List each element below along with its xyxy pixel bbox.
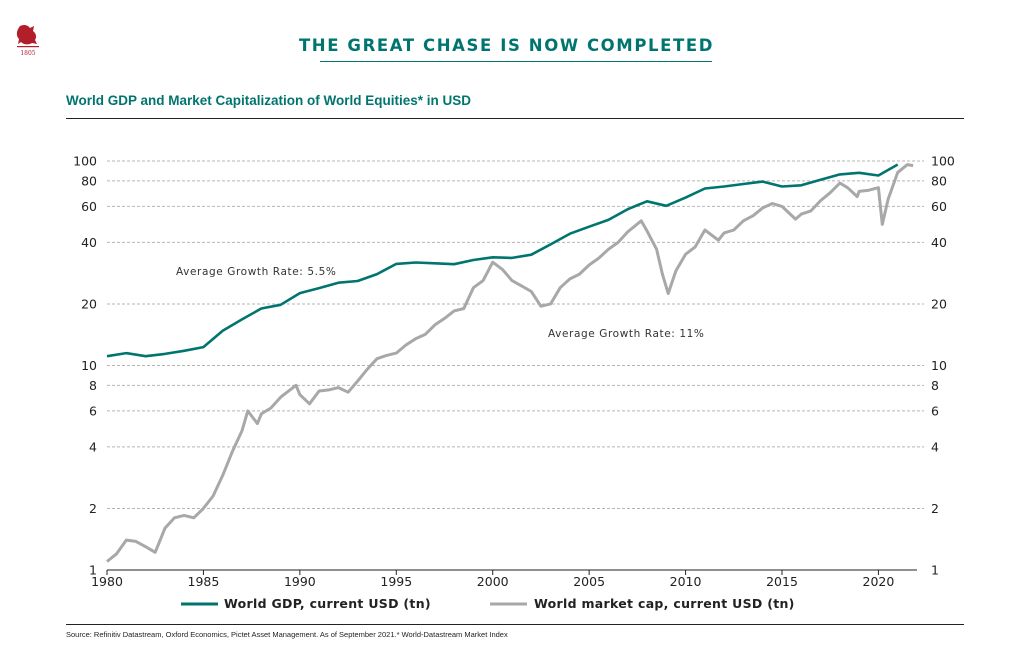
legend-label-market-cap: World market cap, current USD (tn) bbox=[534, 596, 795, 611]
y-axis-right: 1 2 4 6 8 10 20 40 60 80 100 bbox=[931, 154, 955, 578]
y-tick-right: 2 bbox=[931, 501, 939, 516]
y-tick-right: 20 bbox=[931, 296, 947, 311]
bottom-divider bbox=[66, 624, 964, 625]
y-tick-right: 6 bbox=[931, 403, 939, 418]
y-tick-left: 20 bbox=[81, 296, 97, 311]
y-tick-right: 8 bbox=[931, 378, 939, 393]
y-tick-left: 100 bbox=[73, 154, 97, 169]
x-tick-label: 1985 bbox=[188, 574, 220, 589]
y-tick-left: 80 bbox=[81, 173, 97, 188]
x-tick-label: 2005 bbox=[573, 574, 605, 589]
x-tick-label: 2000 bbox=[477, 574, 509, 589]
y-tick-left: 4 bbox=[89, 439, 97, 454]
y-tick-right: 10 bbox=[931, 358, 947, 373]
y-tick-left: 10 bbox=[81, 358, 97, 373]
x-tick-label: 1995 bbox=[380, 574, 412, 589]
pictet-logo: 1805 bbox=[14, 22, 42, 58]
y-tick-right: 80 bbox=[931, 173, 947, 188]
headline-underline bbox=[320, 61, 712, 62]
x-tick-label: 2015 bbox=[766, 574, 798, 589]
annotation-gdp-growth: Average Growth Rate: 5.5% bbox=[176, 266, 336, 278]
y-tick-left: 60 bbox=[81, 199, 97, 214]
y-tick-right: 100 bbox=[931, 154, 955, 169]
y-tick-right: 1 bbox=[931, 563, 939, 578]
x-tick-label: 2020 bbox=[863, 574, 895, 589]
y-tick-left: 6 bbox=[89, 403, 97, 418]
series-line-gdp bbox=[106, 163, 899, 358]
y-tick-left: 1 bbox=[89, 563, 97, 578]
y-tick-right: 40 bbox=[931, 235, 947, 250]
annotation-mcap-growth: Average Growth Rate: 11% bbox=[548, 328, 705, 340]
y-tick-left: 2 bbox=[89, 501, 97, 516]
headline: THE GREAT CHASE IS NOW COMPLETED bbox=[298, 36, 715, 55]
x-tick-label: 1980 bbox=[91, 574, 123, 589]
y-tick-left: 40 bbox=[81, 235, 97, 250]
x-axis: 1980 1985 1990 1995 2000 2005 2010 2015 2020 bbox=[91, 570, 894, 589]
x-tick-label: 1990 bbox=[284, 574, 316, 589]
y-tick-right: 60 bbox=[931, 199, 947, 214]
y-tick-right: 4 bbox=[931, 439, 939, 454]
legend-label-gdp: World GDP, current USD (tn) bbox=[224, 596, 431, 611]
top-divider bbox=[66, 118, 964, 119]
series-line-market-cap bbox=[106, 163, 914, 563]
legend: World GDP, current USD (tn) World market… bbox=[181, 596, 795, 611]
y-axis-left: 1 2 4 6 8 10 20 40 60 80 100 bbox=[73, 154, 97, 578]
logo-year: 1805 bbox=[20, 50, 35, 57]
x-tick-label: 2010 bbox=[670, 574, 702, 589]
y-tick-left: 8 bbox=[89, 378, 97, 393]
source-note: Source: Refinitiv Datastream, Oxford Eco… bbox=[66, 630, 508, 639]
grid-lines bbox=[107, 160, 924, 509]
chart-title: World GDP and Market Capitalization of W… bbox=[66, 93, 472, 108]
